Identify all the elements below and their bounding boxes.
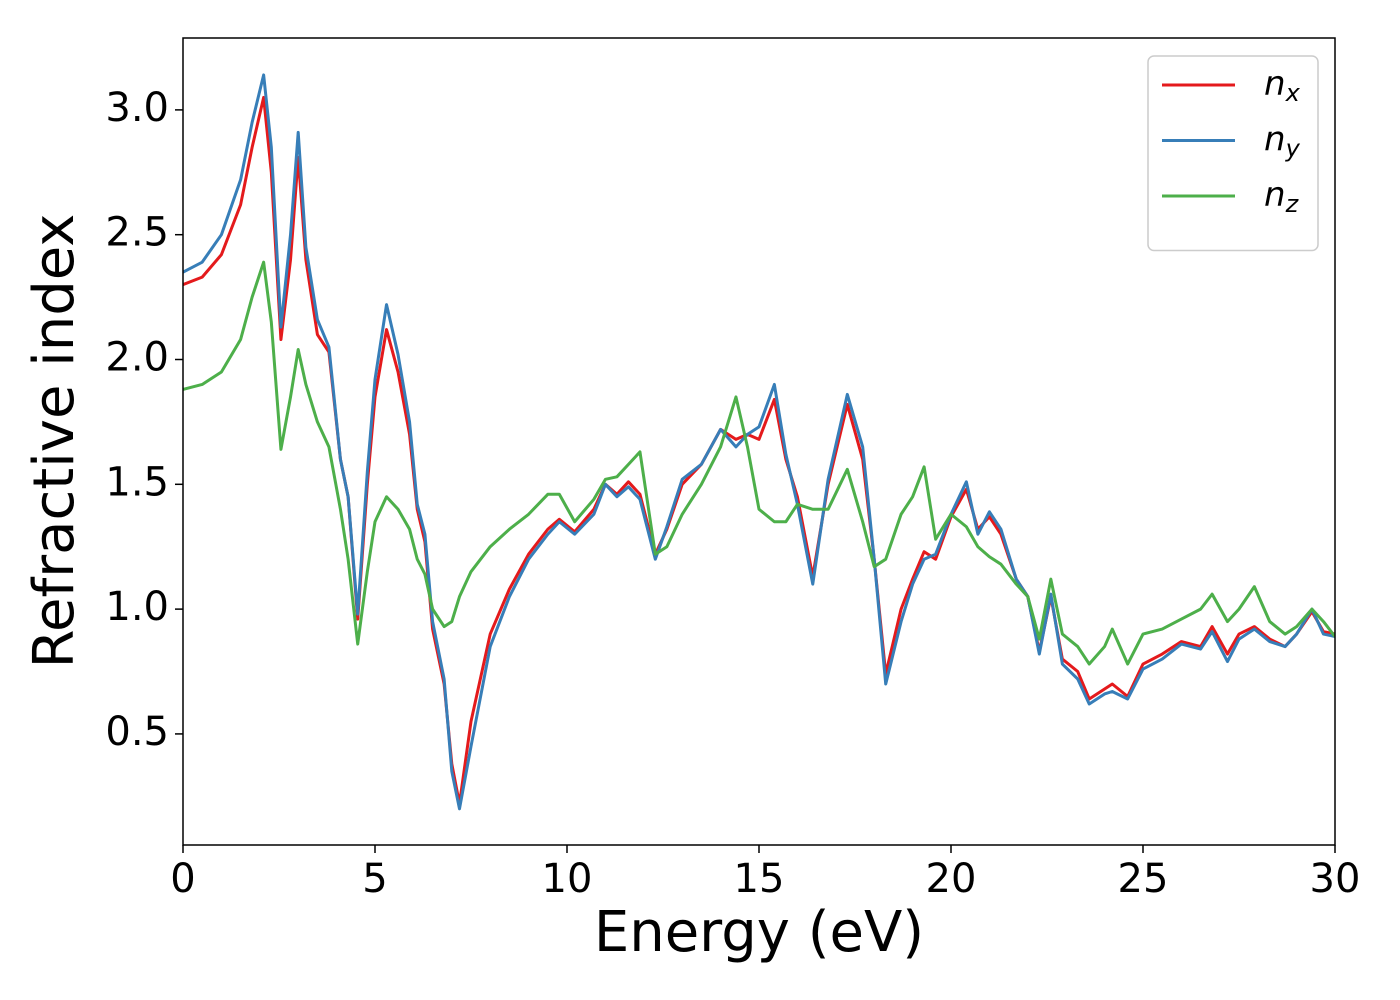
y-tick-label: 2.5 <box>105 210 169 256</box>
legend-box <box>1147 55 1319 252</box>
series-line <box>183 73 1335 811</box>
y-axis-label: Refractive index <box>22 214 87 669</box>
series-line <box>183 260 1335 666</box>
legend-label: nz <box>1264 175 1300 219</box>
x-tick-label: 25 <box>1118 856 1169 902</box>
x-tick-label: 0 <box>170 856 195 902</box>
x-tick-label: 10 <box>542 856 593 902</box>
plot-frame <box>182 37 1336 846</box>
y-tick-label: 1.5 <box>105 459 169 505</box>
x-tick-label: 30 <box>1310 856 1361 902</box>
y-tick-label: 2.0 <box>105 335 169 381</box>
x-tick-label: 5 <box>362 856 387 902</box>
legend-label: nx <box>1264 64 1301 108</box>
x-axis-label: Energy (eV) <box>594 900 924 965</box>
x-tick-label: 20 <box>926 856 977 902</box>
y-tick-label: 3.0 <box>105 85 169 131</box>
x-tick-label: 15 <box>734 856 785 902</box>
legend-label: ny <box>1264 119 1301 163</box>
y-tick-label: 0.5 <box>105 709 169 755</box>
y-tick-label: 1.0 <box>105 584 169 630</box>
